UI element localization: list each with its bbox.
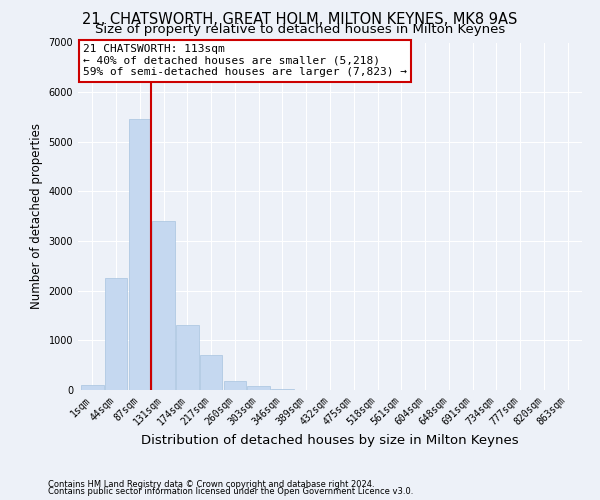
Bar [152, 221, 175, 390]
Bar [271, 389, 294, 390]
Bar [128, 120, 151, 390]
Bar [105, 278, 127, 390]
Text: Contains HM Land Registry data © Crown copyright and database right 2024.: Contains HM Land Registry data © Crown c… [48, 480, 374, 489]
Y-axis label: Number of detached properties: Number of detached properties [30, 123, 43, 309]
Text: 21, CHATSWORTH, GREAT HOLM, MILTON KEYNES, MK8 9AS: 21, CHATSWORTH, GREAT HOLM, MILTON KEYNE… [82, 12, 518, 28]
Bar [247, 386, 270, 390]
Bar [176, 326, 199, 390]
X-axis label: Distribution of detached houses by size in Milton Keynes: Distribution of detached houses by size … [141, 434, 519, 447]
Bar [81, 385, 104, 390]
Text: 21 CHATSWORTH: 113sqm
← 40% of detached houses are smaller (5,218)
59% of semi-d: 21 CHATSWORTH: 113sqm ← 40% of detached … [83, 44, 407, 78]
Bar [224, 382, 246, 390]
Text: Size of property relative to detached houses in Milton Keynes: Size of property relative to detached ho… [95, 22, 505, 36]
Bar [200, 355, 223, 390]
Text: Contains public sector information licensed under the Open Government Licence v3: Contains public sector information licen… [48, 487, 413, 496]
